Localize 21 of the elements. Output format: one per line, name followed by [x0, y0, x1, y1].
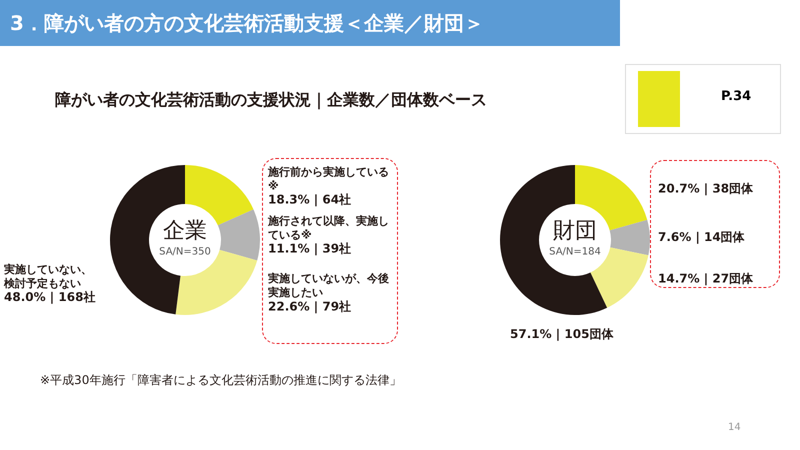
slice-label: 施行されて以降、実施している※ [267, 214, 389, 242]
text: 3．障がい者の方の文化芸術活動支援＜企業／財団＞ [0, 0, 620, 46]
text: P.34 [721, 89, 752, 104]
slice-label: 実施していない、検討予定もない [3, 262, 92, 290]
data-label: 57.1% | 105団体 [510, 327, 614, 342]
data-label: 18.3% | 64社 [268, 192, 352, 207]
data-label: 7.6% | 14団体 [658, 230, 746, 244]
text: SA/N=350 [159, 246, 211, 258]
data-label: 20.7% | 38団体 [658, 181, 754, 196]
slice-label: 施行前から実施している※ [267, 165, 389, 192]
text: SA/N=184 [549, 246, 601, 258]
text: 14 [728, 422, 741, 433]
text: 企業 [163, 218, 207, 244]
data-label: 48.0% | 168社 [4, 290, 96, 304]
text: ※平成30年施行「障害者による文化芸術活動の推進に関する法律」 [40, 372, 402, 389]
data-label: 22.6% | 79社 [268, 299, 352, 314]
data-label: 14.7% | 27団体 [658, 272, 754, 286]
text: 財団 [553, 218, 597, 244]
slice-label: 実施していないが、今後実施したい [267, 272, 389, 300]
text: 障がい者の文化芸術活動の支援状況｜企業数／団体数ベース [55, 90, 487, 111]
data-label: 11.1% | 39社 [268, 242, 352, 256]
